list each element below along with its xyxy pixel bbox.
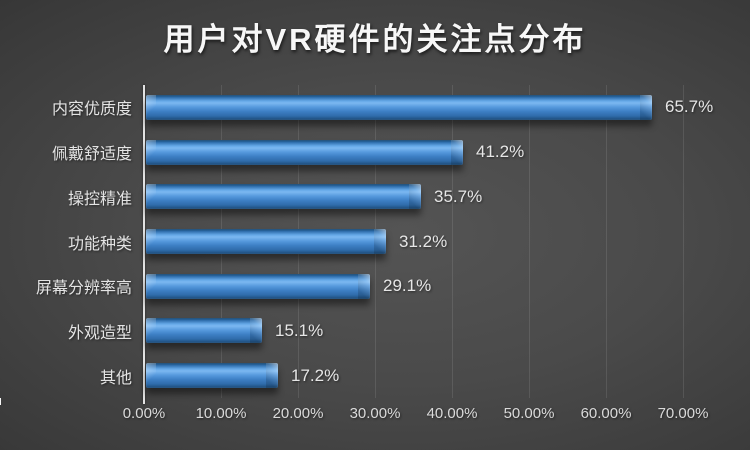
data-label: 65.7% [665,97,714,117]
bar-track: 41.2% [146,139,750,165]
bar [146,184,421,210]
x-axis-tick [0,398,1,405]
x-axis-tick [0,398,1,405]
bar [146,229,386,255]
gridline-70pct [683,85,684,398]
category-label: 功能种类 [67,235,132,253]
bar-row: 外观造型 15.1% [0,309,750,354]
category-label: 屏幕分辨率高 [35,280,132,298]
bar-track: 35.7% [146,184,750,210]
data-label: 35.7% [434,186,483,206]
category-label: 操控精准 [67,190,132,208]
x-axis-tick [0,398,1,405]
bar-rows: 内容优质度 65.7% 佩戴舒适度 41.2% 操控精准 35.7% [0,85,750,398]
plot-area: 内容优质度 65.7% 佩戴舒适度 41.2% 操控精准 35.7% [0,85,750,405]
category-label: 外观造型 [67,324,132,342]
gridline-60pct [606,85,607,398]
x-axis-tick [0,398,1,405]
x-axis-tick [0,398,1,405]
x-tick-label: 40.00% [426,405,478,422]
y-axis-line [143,85,145,404]
gridline-40pct [452,85,453,398]
data-label: 31.2% [399,231,448,251]
bar [146,273,370,299]
x-tick-label: 70.00% [657,405,709,422]
x-axis: 0.00% 10.00% 20.00% 30.00% 40.00% 50.00%… [0,405,750,429]
category-label: 佩戴舒适度 [51,146,132,164]
bar [146,318,262,344]
category-label: 内容优质度 [51,101,132,119]
bar [146,363,278,389]
gridline-50pct [529,85,530,398]
x-tick-label: 50.00% [503,405,555,422]
bar-track: 15.1% [146,318,750,344]
bar-track: 29.1% [146,273,750,299]
x-tick-label: 10.00% [195,405,247,422]
category-label: 其他 [99,369,132,387]
x-tick-label: 20.00% [272,405,324,422]
x-axis-tick [0,398,1,405]
bar-row: 其他 17.2% [0,353,750,398]
bar-track: 17.2% [146,363,750,389]
bar-row: 功能种类 31.2% [0,219,750,264]
x-tick-label: 60.00% [580,405,632,422]
x-tick-label: 0.00% [122,405,166,422]
bar-row: 操控精准 35.7% [0,174,750,219]
bar-row: 佩戴舒适度 41.2% [0,130,750,175]
data-label: 17.2% [291,365,340,385]
bar [146,139,463,165]
data-label: 29.1% [383,276,432,296]
bar-row: 内容优质度 65.7% [0,85,750,130]
x-axis-tick [0,398,1,405]
data-label: 41.2% [476,142,525,162]
bar [146,94,652,120]
chart-title: 用户对VR硬件的关注点分布 [163,22,587,57]
bar-row: 屏幕分辨率高 29.1% [0,264,750,309]
data-label: 15.1% [275,320,324,340]
bar-track: 31.2% [146,229,750,255]
x-axis-tick [0,398,1,405]
x-tick-label: 30.00% [349,405,401,422]
bar-track: 65.7% [146,94,750,120]
